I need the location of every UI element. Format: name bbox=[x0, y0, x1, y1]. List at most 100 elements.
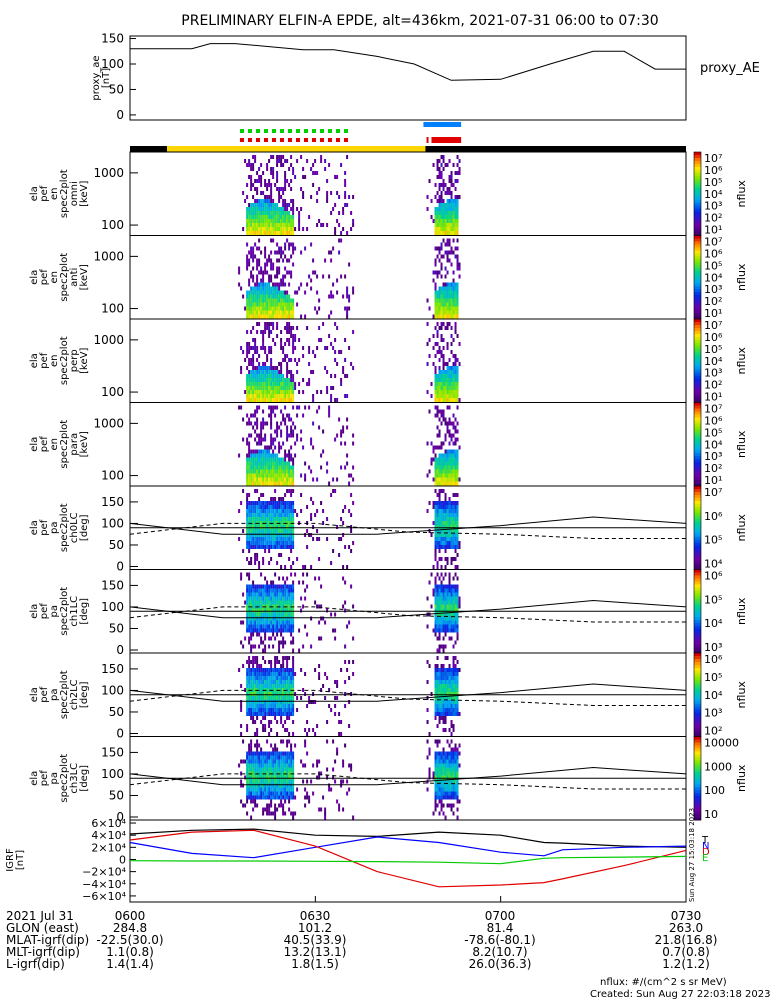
spectrogram-pixel bbox=[268, 712, 271, 716]
spectrogram-pixel bbox=[446, 521, 449, 525]
colorbar-segment bbox=[694, 530, 701, 535]
spectrogram-pixel bbox=[278, 624, 281, 629]
spectrogram-pixel bbox=[454, 441, 457, 446]
spectrogram-pixel bbox=[256, 628, 259, 633]
spectrogram-pixel bbox=[444, 751, 447, 756]
spectrogram-pixel bbox=[342, 211, 345, 215]
spectrogram-pixel bbox=[282, 505, 285, 509]
spectrogram-pixel bbox=[274, 636, 277, 641]
spectrogram-pixel bbox=[446, 314, 449, 319]
spectrogram-pixel bbox=[272, 370, 275, 374]
spectrogram-pixel bbox=[256, 453, 259, 458]
spectrogram-pixel bbox=[444, 545, 447, 549]
spectrogram-pixel bbox=[264, 660, 267, 664]
colorbar-segment bbox=[694, 814, 701, 818]
spectrogram-pixel bbox=[270, 398, 273, 402]
spectrogram-pixel bbox=[286, 672, 289, 676]
spectrogram-pixel bbox=[264, 596, 267, 601]
colorbar-segment bbox=[694, 611, 701, 615]
spectrogram-pixel bbox=[436, 751, 439, 756]
spectrogram-pixel bbox=[278, 791, 281, 796]
spectrogram-pixel bbox=[246, 354, 249, 358]
spectrogram-pixel bbox=[252, 298, 255, 303]
spectrogram-pixel bbox=[270, 517, 273, 521]
spectrogram-pixel bbox=[436, 374, 439, 378]
spectrogram-pixel bbox=[324, 366, 327, 370]
spectrogram-pixel bbox=[266, 282, 269, 287]
spectrogram-pixel bbox=[332, 739, 335, 744]
spectrogram-pixel bbox=[252, 254, 255, 259]
spectrogram-pixel bbox=[434, 513, 437, 517]
spectrogram-pixel bbox=[456, 449, 459, 454]
spectrogram-pixel bbox=[452, 712, 455, 716]
colorbar-tick-label: 10¹ bbox=[704, 391, 722, 404]
spectrogram-pixel bbox=[246, 771, 249, 776]
spectrogram-pixel bbox=[434, 684, 437, 688]
spectrogram-pixel bbox=[444, 616, 447, 621]
panel-tick-label: 100 bbox=[101, 302, 124, 316]
spectrogram-pixel bbox=[444, 533, 447, 537]
colorbar-segment bbox=[694, 497, 701, 502]
spectrogram-pixel bbox=[284, 608, 287, 613]
spectrogram-pixel bbox=[280, 708, 283, 712]
spectrogram-pixel bbox=[280, 231, 283, 235]
spectrogram-pixel bbox=[446, 557, 449, 561]
colorbar-segment bbox=[694, 539, 701, 544]
spectrogram-pixel bbox=[452, 600, 455, 605]
spectrogram-pixel bbox=[444, 549, 447, 553]
spectrogram-pixel bbox=[438, 195, 441, 199]
spectrogram-pixel bbox=[434, 246, 437, 251]
spectrogram-pixel bbox=[336, 398, 339, 402]
spectrogram-pixel bbox=[442, 612, 445, 617]
spectrogram-pixel bbox=[268, 521, 271, 525]
spectrogram-pixel bbox=[268, 215, 271, 219]
spectrogram-pixel bbox=[254, 628, 257, 633]
spectrogram-pixel bbox=[284, 759, 287, 764]
spectrogram-pixel bbox=[288, 541, 291, 545]
spectrogram-pixel bbox=[286, 517, 289, 521]
spectrogram-pixel bbox=[454, 314, 457, 319]
spectrogram-pixel bbox=[328, 409, 331, 414]
spectrogram-pixel bbox=[446, 588, 449, 593]
colorbar-segment bbox=[694, 757, 701, 761]
spectrogram-pixel bbox=[266, 529, 269, 533]
spectrogram-pixel bbox=[266, 612, 269, 617]
spectrogram-pixel bbox=[434, 342, 437, 346]
spectrogram-pixel bbox=[452, 270, 455, 275]
spectrogram-pixel bbox=[440, 664, 443, 668]
spectrogram-pixel bbox=[264, 584, 267, 589]
spectrogram-pixel bbox=[334, 712, 337, 716]
spectrogram-pixel bbox=[262, 370, 265, 374]
spectrogram-pixel bbox=[448, 250, 451, 255]
spectrogram-pixel bbox=[258, 505, 261, 509]
spectrogram-pixel bbox=[346, 290, 349, 295]
panel-y-label: ela pef en spec2plot anti [keV] bbox=[29, 253, 90, 302]
colorbar-segment bbox=[694, 527, 701, 532]
anti-loss-cone-line bbox=[129, 522, 686, 539]
spectrogram-pixel bbox=[264, 394, 267, 398]
spectrogram-pixel bbox=[272, 322, 275, 326]
spectrogram-pixel bbox=[270, 306, 273, 311]
spectrogram-pixel bbox=[318, 338, 321, 342]
spectrogram-pixel bbox=[272, 644, 275, 649]
colorbar-segment bbox=[694, 262, 701, 266]
spectrogram-pixel bbox=[268, 290, 271, 295]
spectrogram-pixel bbox=[282, 763, 285, 768]
spectrogram-pixel bbox=[282, 640, 285, 645]
spectrogram-pixel bbox=[258, 175, 261, 179]
spectrogram-pixel bbox=[266, 163, 269, 167]
spectrogram-pixel bbox=[246, 696, 249, 700]
spectrogram-pixel bbox=[252, 231, 255, 235]
spectrogram-pixel bbox=[426, 509, 429, 513]
spectrogram-pixel bbox=[288, 680, 291, 684]
spectrogram-pixel bbox=[446, 227, 449, 231]
panel-y-label-line: pef bbox=[39, 436, 50, 453]
spectrogram-pixel bbox=[346, 314, 349, 319]
spectrogram-pixel bbox=[438, 219, 441, 223]
spectrogram-pixel bbox=[264, 231, 267, 235]
spectrogram-pixel bbox=[444, 521, 447, 525]
spectrogram-pixel bbox=[248, 398, 251, 402]
spectrogram-pixel bbox=[246, 386, 249, 390]
spectrogram-pixel bbox=[284, 509, 287, 513]
spectrogram-pixel bbox=[436, 608, 439, 613]
